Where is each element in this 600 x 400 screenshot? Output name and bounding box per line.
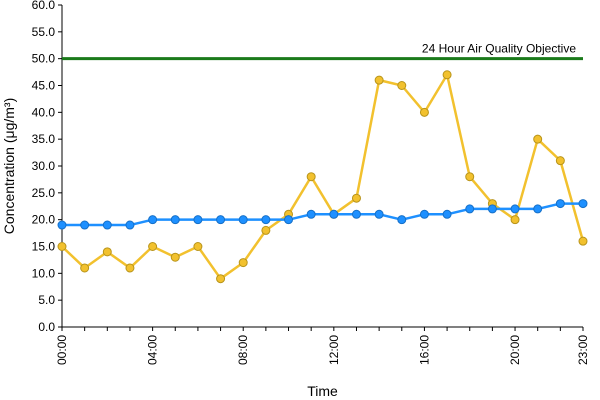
data-point xyxy=(442,70,452,80)
data-point xyxy=(216,215,226,225)
data-point xyxy=(306,172,316,182)
x-axis-title: Time xyxy=(307,383,338,399)
data-point xyxy=(578,199,588,209)
data-point xyxy=(57,220,67,230)
data-point xyxy=(125,263,135,273)
data-point xyxy=(238,215,248,225)
data-point xyxy=(170,215,180,225)
data-point xyxy=(125,220,135,230)
data-point xyxy=(487,204,497,214)
data-point xyxy=(555,199,565,209)
reference-line-label: 24 Hour Air Quality Objective xyxy=(422,42,576,56)
data-point xyxy=(102,247,112,257)
y-tick-label: 10.0 xyxy=(32,266,56,280)
data-point xyxy=(80,263,90,273)
y-tick-label: 50.0 xyxy=(32,52,56,66)
series-group xyxy=(57,70,588,284)
data-point xyxy=(510,204,520,214)
data-point xyxy=(374,75,384,85)
x-tick-label: 23:00 xyxy=(576,335,590,365)
data-point xyxy=(374,209,384,219)
y-tick-label: 5.0 xyxy=(38,293,55,307)
y-axis-title: Concentration (μg/m³) xyxy=(1,98,17,234)
x-tick-label: 12:00 xyxy=(327,335,341,365)
data-point xyxy=(419,209,429,219)
series-1 xyxy=(57,199,588,230)
y-tick-label: 25.0 xyxy=(32,186,56,200)
y-tick-label: 15.0 xyxy=(32,240,56,254)
data-point xyxy=(510,215,520,225)
data-point xyxy=(102,220,112,230)
y-tick-label: 35.0 xyxy=(32,132,56,146)
data-point xyxy=(465,204,475,214)
y-axis-ticks: 0.0 5.0 10.0 15.0 20.0 25.0 30.0 35.0 40.0 45.0 50… xyxy=(32,0,62,334)
x-axis-ticks: 00:00 04:00 08:00 12:00 16:00 20:00 23:00 xyxy=(55,327,590,365)
data-point xyxy=(578,236,588,246)
data-point xyxy=(351,209,361,219)
data-point xyxy=(306,209,316,219)
data-point xyxy=(397,81,407,90)
data-point xyxy=(216,274,226,284)
y-tick-label: 60.0 xyxy=(32,0,56,12)
data-point xyxy=(193,242,203,251)
data-point xyxy=(419,107,429,117)
data-point xyxy=(351,193,361,203)
data-point xyxy=(261,225,271,235)
x-tick-label: 20:00 xyxy=(508,335,522,365)
data-point xyxy=(465,172,475,182)
y-tick-label: 0.0 xyxy=(38,320,55,334)
reference-line-group: 24 Hour Air Quality Objective xyxy=(62,42,583,61)
y-tick-label: 55.0 xyxy=(32,25,56,39)
data-point xyxy=(148,215,158,225)
data-point xyxy=(533,134,543,144)
y-tick-label: 20.0 xyxy=(32,213,56,227)
data-point xyxy=(533,204,543,214)
y-tick-label: 30.0 xyxy=(32,159,56,173)
y-tick-label: 40.0 xyxy=(32,105,56,119)
data-point xyxy=(193,215,203,225)
data-point xyxy=(238,258,248,268)
x-tick-label: 00:00 xyxy=(55,335,69,365)
data-point xyxy=(57,242,67,251)
data-point xyxy=(555,156,565,166)
data-point xyxy=(284,215,294,225)
x-tick-label: 08:00 xyxy=(236,335,250,365)
data-point xyxy=(170,252,180,262)
x-tick-label: 04:00 xyxy=(146,335,160,365)
series-0 xyxy=(57,70,588,284)
data-point xyxy=(148,242,158,251)
x-tick-label: 16:00 xyxy=(417,335,431,365)
data-point xyxy=(261,215,271,225)
data-point xyxy=(329,209,339,219)
y-tick-label: 45.0 xyxy=(32,79,56,93)
data-point xyxy=(397,215,407,225)
data-point xyxy=(80,220,90,230)
data-point xyxy=(442,209,452,219)
series-line xyxy=(61,73,585,280)
series-line xyxy=(62,202,583,227)
